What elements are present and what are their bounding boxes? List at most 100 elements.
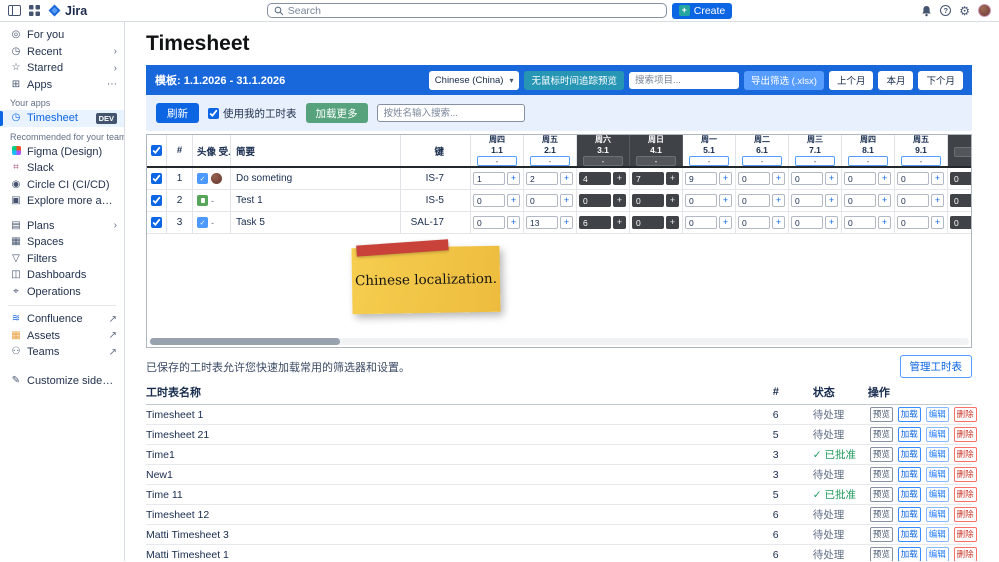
add-hours-button[interactable]: +: [666, 172, 679, 185]
preview-button[interactable]: 预览: [869, 527, 893, 543]
use-my-timesheet-toggle[interactable]: 使用我的工时表: [208, 106, 297, 121]
load-button[interactable]: 加载: [897, 407, 921, 423]
load-button[interactable]: 加载: [897, 467, 921, 483]
sidebar-item-recent[interactable]: ◷ Recent ›: [11, 45, 117, 58]
hours-input[interactable]: [526, 172, 558, 185]
hours-input[interactable]: [791, 216, 823, 229]
hours-input[interactable]: [897, 172, 929, 185]
global-search[interactable]: [266, 3, 667, 18]
scrollbar-thumb[interactable]: [150, 338, 340, 345]
hours-input[interactable]: [579, 216, 611, 229]
edit-button[interactable]: 编辑: [925, 547, 949, 561]
delete-button[interactable]: 删除: [953, 507, 977, 523]
add-hours-button[interactable]: +: [825, 194, 838, 207]
row-checkbox[interactable]: [151, 217, 162, 228]
sidebar-toggle-icon[interactable]: [8, 5, 21, 16]
add-hours-button[interactable]: +: [772, 216, 785, 229]
add-hours-button[interactable]: +: [931, 216, 944, 229]
hours-input[interactable]: [950, 216, 971, 229]
load-button[interactable]: 加载: [897, 447, 921, 463]
add-hours-button[interactable]: +: [560, 216, 573, 229]
hours-input[interactable]: [791, 194, 823, 207]
hours-input[interactable]: [738, 194, 770, 207]
hours-input[interactable]: [897, 216, 929, 229]
hours-input[interactable]: [473, 194, 505, 207]
add-hours-button[interactable]: +: [613, 216, 626, 229]
row-checkbox[interactable]: [151, 195, 162, 206]
use-my-timesheet-checkbox[interactable]: [208, 107, 219, 119]
next-month-button[interactable]: 下个月: [918, 70, 963, 90]
hours-input[interactable]: [473, 216, 505, 229]
delete-button[interactable]: 删除: [953, 487, 977, 503]
issue-summary[interactable]: Task 5: [231, 212, 401, 233]
day-total-input[interactable]: [848, 156, 888, 167]
add-hours-button[interactable]: +: [666, 194, 679, 207]
edit-button[interactable]: 编辑: [925, 447, 949, 463]
sidebar-item-explore-apps[interactable]: ▣ Explore more apps: [11, 195, 117, 208]
load-button[interactable]: 加载: [897, 507, 921, 523]
help-icon[interactable]: ?: [940, 5, 952, 16]
row-checkbox[interactable]: [151, 173, 162, 184]
hours-input[interactable]: [738, 172, 770, 185]
hours-input[interactable]: [632, 194, 664, 207]
select-all-checkbox[interactable]: [151, 145, 162, 156]
hours-input[interactable]: [579, 172, 611, 185]
notifications-icon[interactable]: [921, 5, 932, 17]
sidebar-item-timesheet[interactable]: ◷ Timesheet DEV: [0, 110, 124, 127]
add-hours-button[interactable]: +: [719, 172, 732, 185]
horizontal-scrollbar[interactable]: [149, 338, 969, 345]
day-total-input[interactable]: [636, 156, 676, 167]
edit-button[interactable]: 编辑: [925, 427, 949, 443]
delete-button[interactable]: 删除: [953, 467, 977, 483]
day-total-input[interactable]: [530, 156, 570, 167]
issue-summary[interactable]: Test 1: [231, 190, 401, 211]
add-hours-button[interactable]: +: [560, 172, 573, 185]
hours-input[interactable]: [950, 194, 971, 207]
preview-button[interactable]: 预览: [869, 547, 893, 561]
project-search-input[interactable]: [628, 71, 739, 89]
app-switcher-icon[interactable]: [29, 5, 40, 16]
sidebar-item-customize[interactable]: ✎ Customize sidebar: [11, 374, 117, 387]
load-button[interactable]: 加载: [897, 527, 921, 543]
delete-button[interactable]: 删除: [953, 407, 977, 423]
create-button[interactable]: + Create: [671, 2, 733, 19]
add-hours-button[interactable]: +: [560, 194, 573, 207]
preview-button[interactable]: 预览: [869, 487, 893, 503]
add-hours-button[interactable]: +: [666, 216, 679, 229]
sidebar-item-filters[interactable]: ▽ Filters: [0, 251, 124, 268]
sidebar-item-starred[interactable]: ☆ Starred ›: [11, 62, 117, 75]
hours-input[interactable]: [473, 172, 505, 185]
load-button[interactable]: 加载: [897, 427, 921, 443]
sidebar-item-slack[interactable]: ⌗ Slack: [0, 160, 124, 177]
day-total-input[interactable]: [583, 156, 623, 167]
sidebar-item-teams[interactable]: ⚇ Teams ↗: [11, 346, 117, 359]
delete-button[interactable]: 删除: [953, 447, 977, 463]
sidebar-item-figma[interactable]: Figma (Design): [0, 144, 124, 161]
edit-button[interactable]: 编辑: [925, 467, 949, 483]
add-hours-button[interactable]: +: [825, 172, 838, 185]
settings-icon[interactable]: ⚙: [959, 3, 970, 18]
edit-button[interactable]: 编辑: [925, 487, 949, 503]
hours-input[interactable]: [791, 172, 823, 185]
jira-logo[interactable]: Jira: [48, 4, 87, 18]
hours-input[interactable]: [685, 216, 717, 229]
edit-button[interactable]: 编辑: [925, 507, 949, 523]
mouseless-tracking-button[interactable]: 无鼠标时间追踪预览: [524, 70, 624, 90]
preview-button[interactable]: 预览: [869, 507, 893, 523]
hours-input[interactable]: [526, 194, 558, 207]
add-hours-button[interactable]: +: [719, 216, 732, 229]
manage-timesheets-button[interactable]: 管理工时表: [899, 355, 972, 378]
language-select[interactable]: Chinese (China) ▾: [428, 70, 520, 90]
user-avatar[interactable]: [978, 4, 991, 17]
hours-input[interactable]: [685, 172, 717, 185]
hours-input[interactable]: [844, 172, 876, 185]
hours-input[interactable]: [526, 216, 558, 229]
delete-button[interactable]: 删除: [953, 527, 977, 543]
hours-input[interactable]: [844, 194, 876, 207]
hours-input[interactable]: [579, 194, 611, 207]
hours-input[interactable]: [950, 172, 971, 185]
add-hours-button[interactable]: +: [507, 216, 520, 229]
issue-key[interactable]: SAL-17: [401, 212, 471, 233]
delete-button[interactable]: 删除: [953, 427, 977, 443]
refresh-button[interactable]: 刷新: [156, 103, 199, 123]
